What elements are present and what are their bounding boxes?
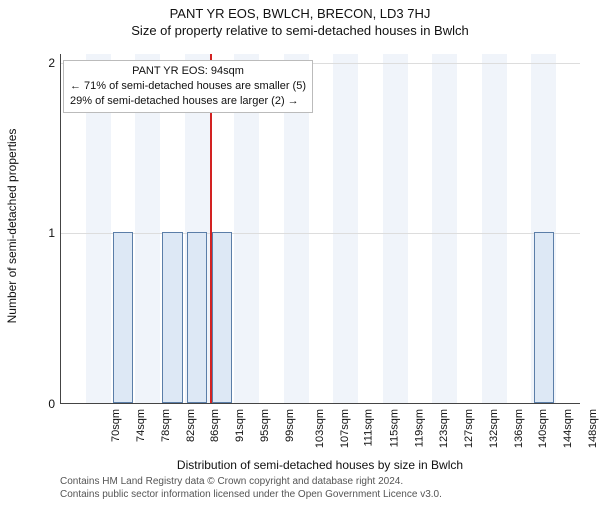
x-tick-label: 127sqm [463, 409, 475, 448]
chart-title-address: PANT YR EOS, BWLCH, BRECON, LD3 7HJ [0, 6, 600, 21]
x-tick-label: 95sqm [259, 409, 271, 442]
plot-band [432, 54, 457, 403]
y-tick-label: 0 [48, 397, 55, 411]
footer-attribution: Contains HM Land Registry data © Crown c… [60, 476, 442, 501]
plot-area: 01270sqm74sqm78sqm82sqm86sqm91sqm95sqm99… [60, 54, 580, 404]
histogram-bar [212, 232, 232, 403]
x-tick-label: 103sqm [315, 409, 327, 448]
x-tick-label: 74sqm [135, 409, 147, 442]
y-tick-label: 2 [48, 56, 55, 70]
x-tick-label: 132sqm [488, 409, 500, 448]
plot-band [383, 54, 408, 403]
histogram-bar [534, 232, 554, 403]
x-tick-label: 82sqm [185, 409, 197, 442]
y-axis-label: Number of semi-detached properties [5, 129, 19, 324]
x-tick-label: 111sqm [363, 409, 375, 447]
plot-band [333, 54, 358, 403]
x-tick-label: 99sqm [284, 409, 296, 442]
footer-line-1: Contains HM Land Registry data © Crown c… [60, 476, 442, 489]
x-tick-label: 91sqm [234, 409, 246, 442]
x-tick-label: 123sqm [438, 409, 450, 448]
annotation-larger: 29% of semi-detached houses are larger (… [70, 94, 306, 109]
x-tick-label: 148sqm [587, 409, 599, 448]
annotation-box: PANT YR EOS: 94sqm← 71% of semi-detached… [63, 60, 313, 113]
histogram-bar [162, 232, 182, 403]
x-tick-label: 78sqm [160, 409, 172, 442]
annotation-smaller: ← 71% of semi-detached houses are smalle… [70, 79, 306, 94]
x-tick-label: 119sqm [413, 409, 425, 447]
x-tick-label: 107sqm [339, 409, 351, 448]
histogram-bar [113, 232, 133, 403]
gridline [61, 233, 580, 234]
x-tick-label: 144sqm [562, 409, 574, 448]
annotation-title: PANT YR EOS: 94sqm [70, 64, 306, 79]
x-tick-label: 140sqm [537, 409, 549, 448]
x-axis-label: Distribution of semi-detached houses by … [60, 458, 580, 472]
x-tick-label: 70sqm [110, 409, 122, 442]
chart-title-subtitle: Size of property relative to semi-detach… [0, 23, 600, 38]
footer-line-2: Contains public sector information licen… [60, 489, 442, 502]
x-tick-label: 115sqm [388, 409, 400, 447]
x-tick-label: 136sqm [513, 409, 525, 448]
y-tick-label: 1 [48, 226, 55, 240]
plot-band [482, 54, 507, 403]
x-tick-label: 86sqm [209, 409, 221, 442]
histogram-bar [187, 232, 207, 403]
